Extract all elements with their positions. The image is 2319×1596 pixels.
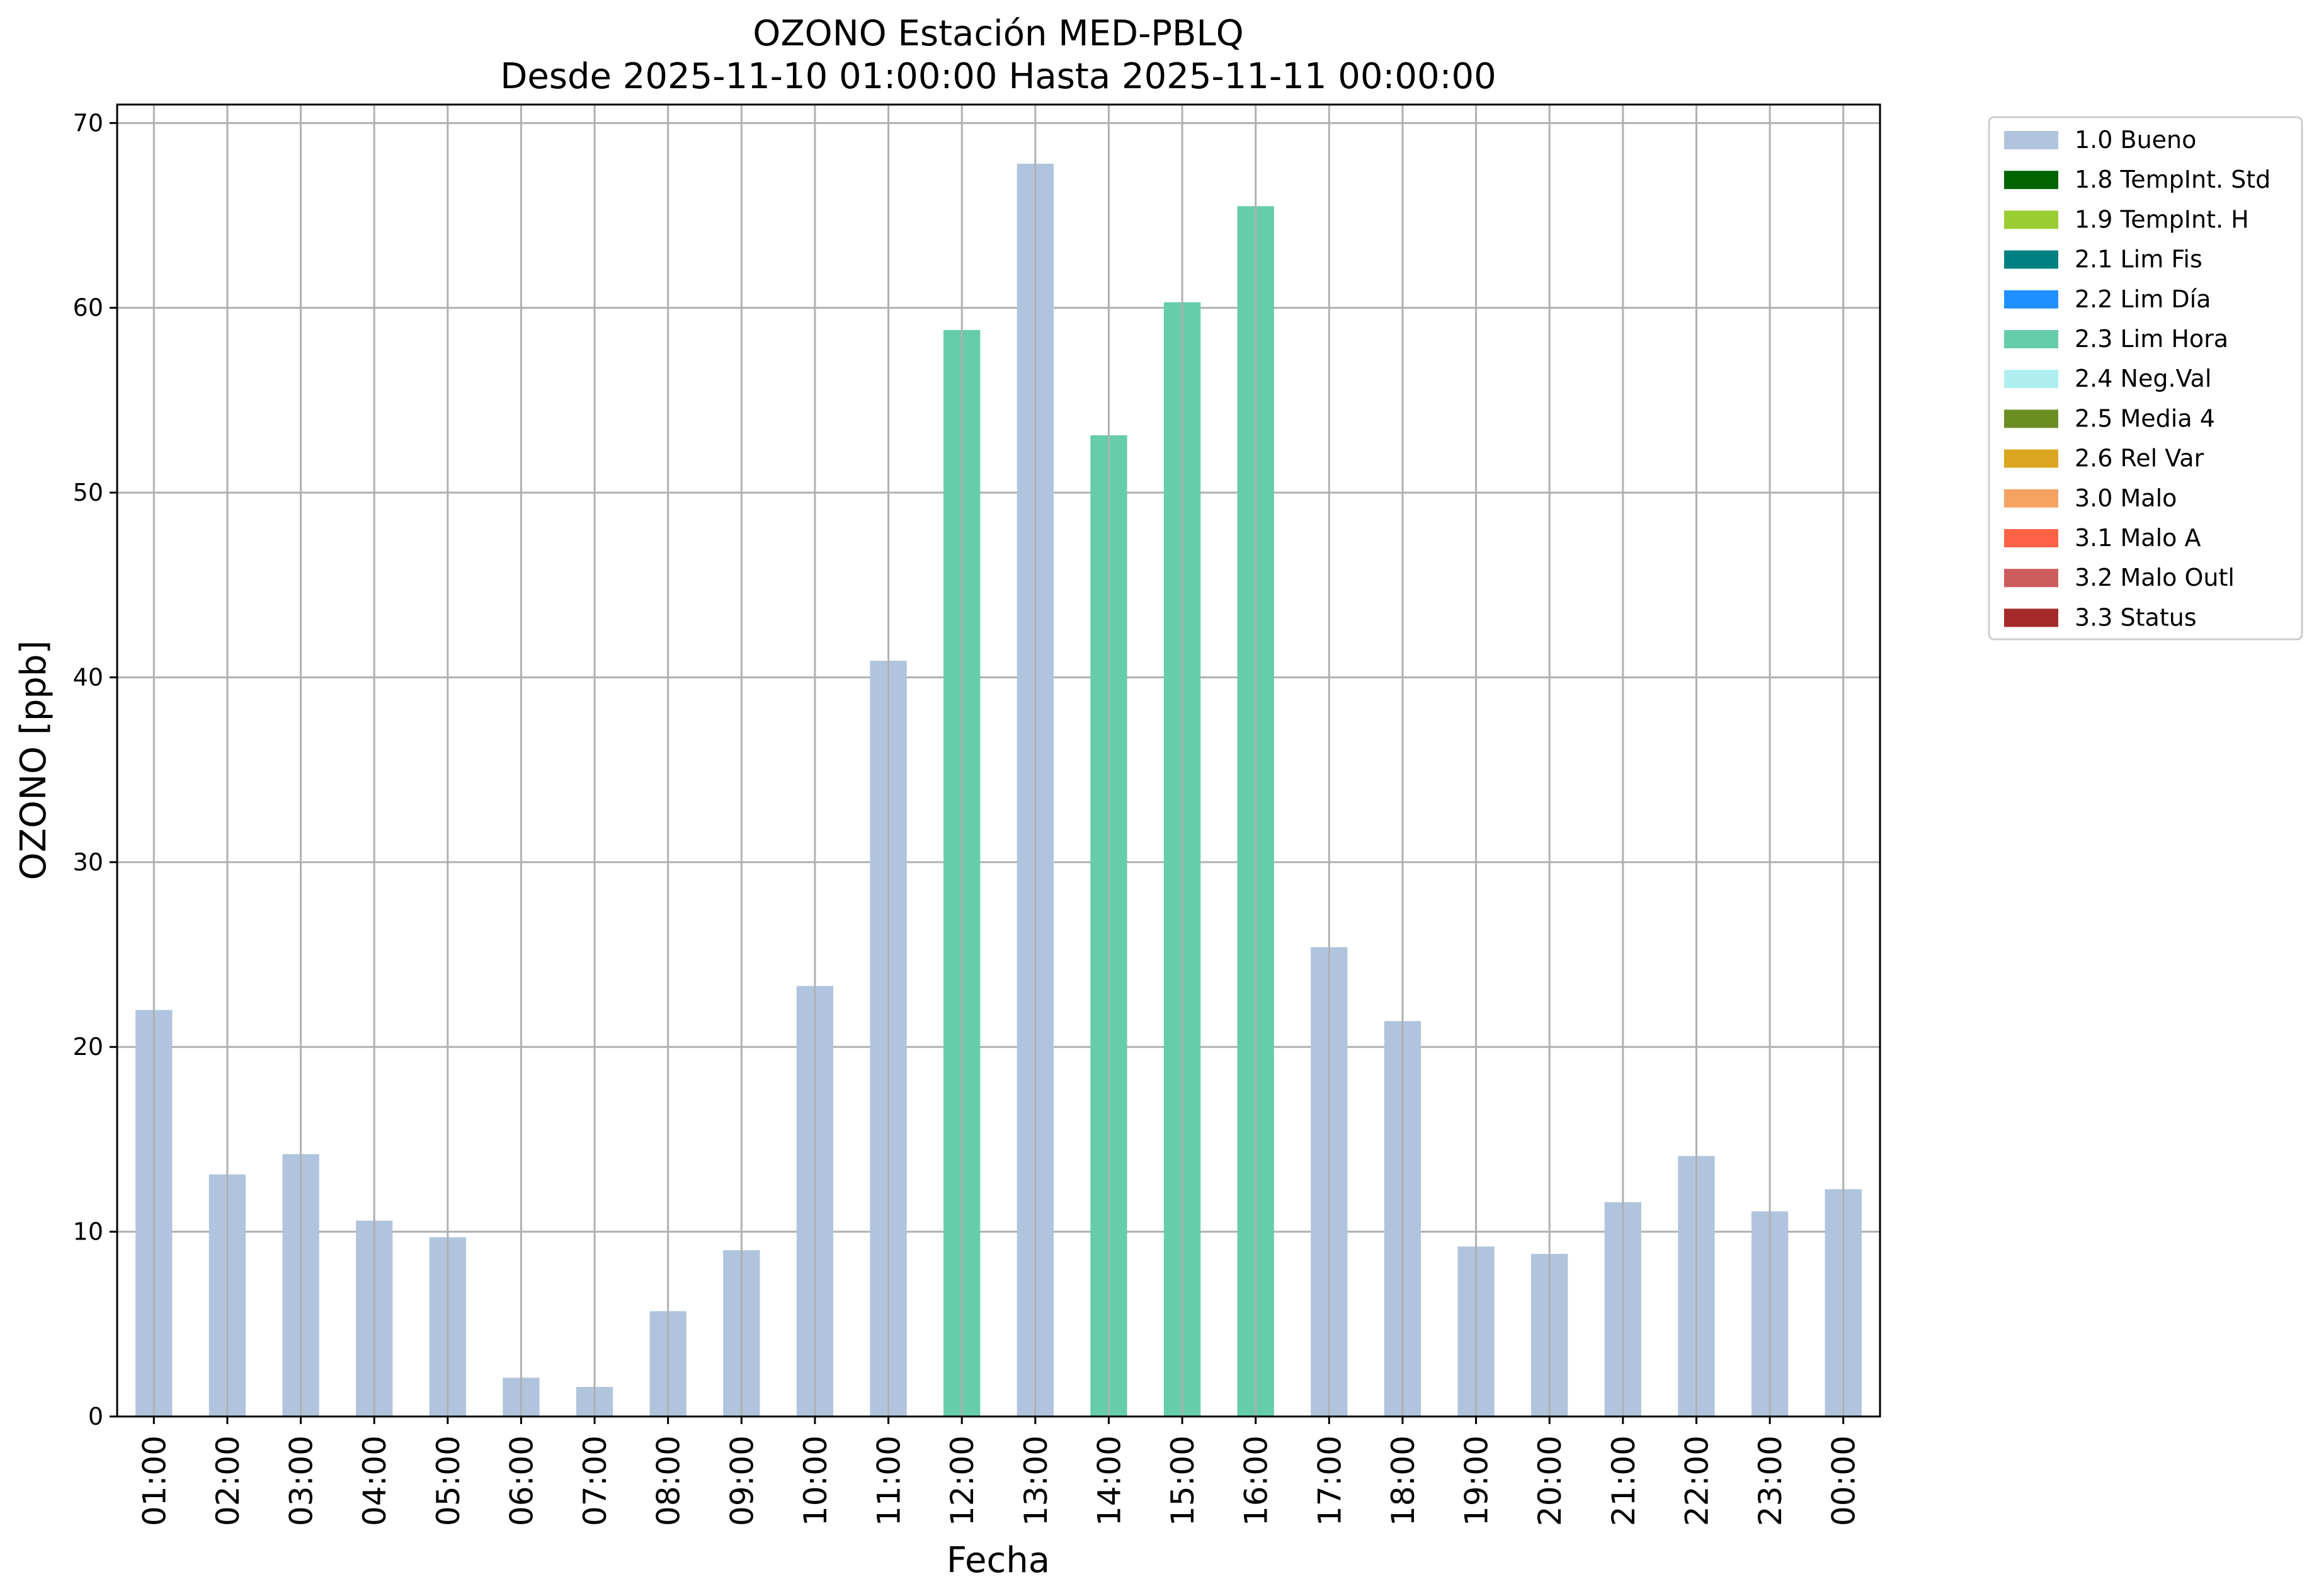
x-tick-label: 11:00 [871,1435,908,1526]
x-tick-label: 21:00 [1605,1435,1642,1526]
legend-label: 3.3 Status [2075,603,2197,631]
x-tick-label: 18:00 [1385,1435,1422,1526]
y-tick-label: 40 [73,663,103,691]
legend-swatch [2004,131,2058,149]
y-axis-ticks: 0 10 20 30 40 50 60 70 [73,109,117,1430]
legend-swatch [2004,250,2058,269]
legend-label: 2.1 Lim Fis [2075,246,2202,273]
vertical-gridlines [152,105,1845,1416]
chart-subtitle: Desde 2025-11-10 01:00:00 Hasta 2025-11-… [500,56,1496,97]
plot-frame [116,103,1881,1418]
legend-label: 2.5 Media 4 [2075,404,2215,432]
legend-swatch [2004,608,2058,627]
x-tick-label: 06:00 [503,1435,540,1526]
x-tick-label: 16:00 [1238,1435,1275,1526]
x-axis-label: Fecha [947,1540,1050,1581]
grid [117,122,1880,1418]
legend-swatch [2004,290,2058,309]
legend-label: 1.0 Bueno [2075,126,2196,154]
legend-label: 1.9 TempInt. H [2075,205,2249,233]
legend-swatch [2004,409,2058,428]
y-tick-label: 10 [73,1218,103,1246]
x-tick-label: 04:00 [356,1435,393,1526]
x-tick-label: 08:00 [651,1435,687,1526]
x-tick-label: 01:00 [136,1435,173,1526]
x-tick-label: 00:00 [1826,1435,1862,1526]
x-tick-label: 07:00 [577,1435,613,1526]
legend-label: 3.0 Malo [2075,484,2177,512]
legend-label: 2.2 Lim Día [2075,285,2211,313]
y-tick-label: 30 [73,848,103,876]
y-axis-label: OZONO [ppb] [13,641,54,881]
legend-swatch [2004,370,2058,389]
legend-frame [1988,116,2303,641]
x-tick-label: 12:00 [944,1435,981,1526]
legend-swatch [2004,330,2058,348]
bars [135,163,1862,1417]
legend-label: 2.3 Lim Hora [2075,325,2228,353]
x-tick-label: 13:00 [1018,1435,1054,1526]
legend-label: 3.2 Malo Outl [2075,564,2235,591]
y-tick-label: 20 [73,1033,103,1061]
chart-title: OZONO Estación MED-PBLQ [753,13,1244,54]
x-tick-label: 05:00 [430,1435,467,1526]
legend: 1.0 Bueno 1.8 TempInt. Std 1.9 TempInt. H 2… [1988,116,2303,641]
legend-swatch [2004,171,2058,190]
y-tick-label: 0 [88,1403,103,1430]
legend-swatch [2004,489,2058,508]
legend-swatch [2004,529,2058,547]
legend-label: 1.8 TempInt. Std [2075,166,2271,193]
x-tick-label: 17:00 [1311,1435,1348,1526]
legend-swatch [2004,210,2058,229]
x-tick-label: 02:00 [210,1435,246,1526]
x-tick-label: 10:00 [797,1435,834,1526]
x-tick-label: 23:00 [1752,1435,1789,1526]
y-tick-label: 50 [73,479,103,506]
legend-label: 2.6 Rel Var [2075,445,2204,472]
y-tick-label: 60 [73,294,103,322]
x-tick-label: 03:00 [283,1435,320,1526]
x-tick-label: 09:00 [724,1435,760,1526]
x-tick-label: 14:00 [1091,1435,1127,1526]
x-axis-ticks: 01:00 02:00 03:00 04:00 05:00 06:00 07:00 08:00… [136,1416,1862,1526]
x-tick-label: 19:00 [1459,1435,1495,1526]
x-tick-label: 22:00 [1678,1435,1715,1526]
legend-label: 3.1 Malo A [2075,524,2201,552]
legend-swatch [2004,569,2058,588]
legend-label: 2.4 Neg.Val [2075,365,2211,392]
x-tick-label: 15:00 [1165,1435,1201,1526]
x-tick-label: 20:00 [1532,1435,1568,1526]
y-tick-label: 70 [73,109,103,137]
legend-swatch [2004,449,2058,468]
